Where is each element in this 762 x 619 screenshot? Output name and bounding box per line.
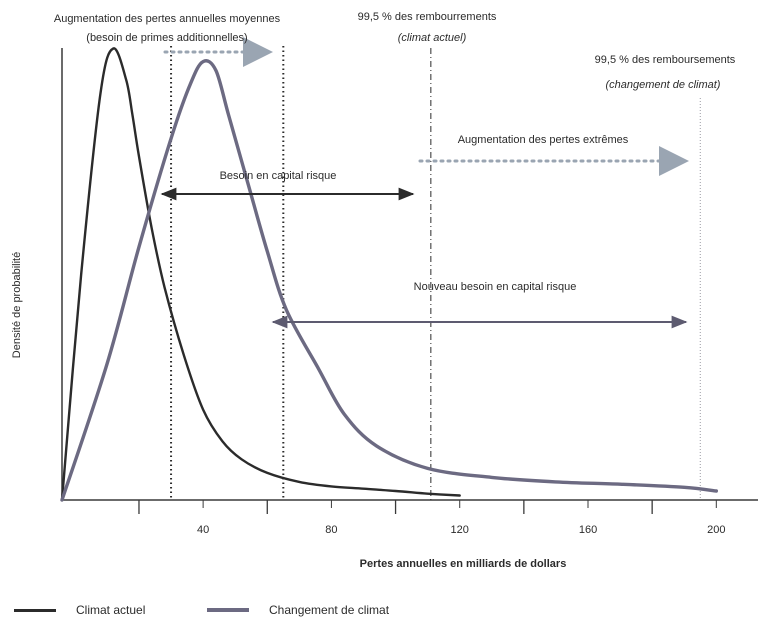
y-axis-label: Densité de probabilité bbox=[11, 252, 23, 358]
new-capital-need-label: Nouveau besoin en capital risque bbox=[414, 281, 577, 293]
x-tick-label: 40 bbox=[197, 524, 209, 536]
quantile-current-line1: 99,5 % des rembourrements bbox=[358, 11, 497, 23]
mean-loss-increase-line2: (besoin de primes additionnelles) bbox=[86, 32, 247, 44]
curves bbox=[60, 47, 718, 502]
x-tick-label: 80 bbox=[325, 524, 337, 536]
x-tick-labels: 40 80 120 160 200 bbox=[197, 524, 725, 536]
capital-need-label: Besoin en capital risque bbox=[220, 170, 337, 182]
x-tick-label: 120 bbox=[451, 524, 469, 536]
x-tick-label: 160 bbox=[579, 524, 597, 536]
legend-label-change: Changement de climat bbox=[269, 603, 390, 617]
mean-loss-increase-line1: Augmentation des pertes annuelles moyenn… bbox=[54, 13, 281, 25]
quantile-change-line2: (changement de climat) bbox=[606, 79, 721, 91]
legend-item-current: Climat actuel bbox=[14, 603, 145, 617]
x-tick-label: 200 bbox=[707, 524, 725, 536]
quantile-current-line2: (climat actuel) bbox=[398, 32, 467, 44]
series-line-current bbox=[60, 47, 461, 502]
x-ticks bbox=[138, 500, 717, 514]
legend-label-current: Climat actuel bbox=[76, 603, 146, 617]
legend-item-change: Changement de climat bbox=[207, 603, 389, 617]
reference-lines bbox=[170, 46, 701, 500]
extreme-loss-increase-label: Augmentation des pertes extrêmes bbox=[458, 134, 629, 146]
quantile-change-line1: 99,5 % des remboursements bbox=[595, 54, 736, 66]
legend-swatch-current bbox=[14, 608, 56, 612]
legend-swatch-change bbox=[207, 608, 249, 612]
series-line-change bbox=[60, 59, 718, 502]
x-axis-label: Pertes annuelles en milliards de dollars bbox=[360, 558, 567, 570]
